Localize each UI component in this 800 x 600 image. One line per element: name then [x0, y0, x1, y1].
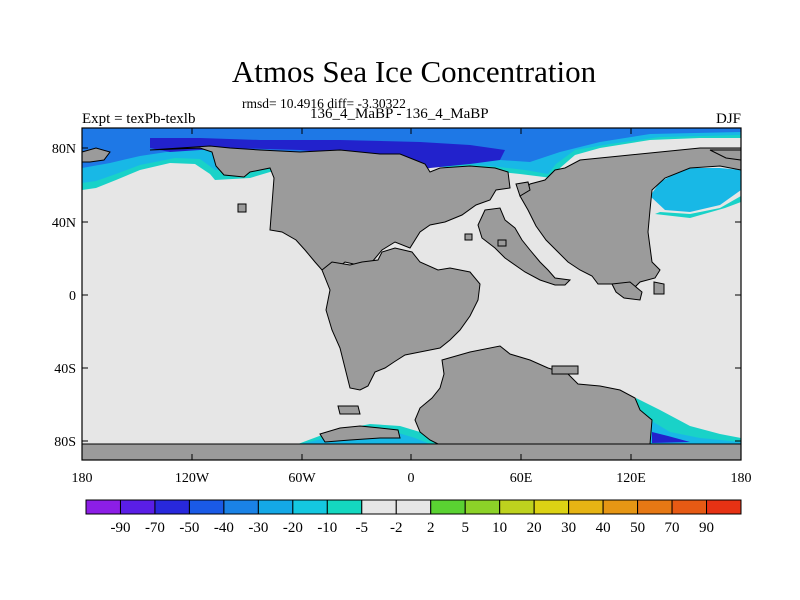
colorbar-swatch — [602, 499, 639, 515]
colorbar-label: -50 — [179, 520, 199, 536]
land-island-north-2 — [464, 233, 473, 241]
land-island-south — [337, 405, 361, 415]
colorbar-label: 30 — [561, 520, 576, 536]
colorbar-label: -20 — [283, 520, 303, 536]
colorbar-swatch — [499, 499, 535, 515]
page-title: Atmos Sea Ice Concentration — [231, 54, 597, 89]
land-east-asia-island — [611, 281, 643, 301]
lat-tick-label: 80N — [52, 142, 76, 157]
lat-tick-label: 80S — [54, 435, 76, 450]
colorbar-label: 2 — [427, 520, 435, 536]
lon-tick-label: 180 — [72, 471, 93, 486]
colorbar-swatch — [119, 499, 156, 515]
colorbar-label: -90 — [110, 520, 130, 536]
colorbar-label: 10 — [492, 520, 507, 536]
land-asia-island-2 — [653, 281, 665, 295]
ice-dark-antarctic-east — [652, 432, 690, 443]
colorbar-swatch — [637, 499, 673, 515]
colorbar-swatch — [706, 499, 742, 515]
lon-tick-label: 120E — [616, 471, 646, 486]
land-south-america — [321, 247, 481, 391]
rmsd-diff-stats: rmsd= 10.4916 diff= -3.30322 — [242, 96, 406, 111]
colorbar-label: -2 — [390, 520, 403, 536]
ice-light-okhotsk — [650, 168, 741, 212]
land-antarctica-india — [414, 345, 653, 445]
season-label: DJF — [715, 111, 741, 127]
map-axes: 80N 40N 0 40S 80S 180 120W 60W 0 60E 120E 180 — [52, 127, 752, 486]
lon-tick-label: 180 — [731, 471, 752, 486]
land-island-north-3 — [497, 239, 507, 247]
colorbar: -90 -70 -50 -40 -30 -20 -10 -5 -2 2 5 10 20 30 40 50 70 9… — [85, 499, 742, 536]
colorbar-label: 70 — [665, 520, 680, 536]
lon-tick-label: 0 — [408, 471, 415, 486]
colorbar-swatch — [85, 499, 121, 515]
colorbar-label: 50 — [630, 520, 645, 536]
colorbar-label: -70 — [145, 520, 165, 536]
colorbar-swatch — [395, 499, 432, 515]
colorbar-swatch — [292, 499, 328, 515]
lon-tick-label: 120W — [175, 471, 210, 486]
colorbar-label: 5 — [461, 520, 469, 536]
experiment-subtitle: 136_4_MaBP - 136_4_MaBP — [310, 106, 489, 122]
land-asia — [519, 147, 742, 291]
colorbar-swatch — [361, 499, 397, 515]
lat-tick-label: 0 — [69, 289, 76, 304]
land-asia-fringe — [515, 181, 531, 197]
colorbar-swatch — [257, 499, 294, 515]
colorbar-swatch — [568, 499, 604, 515]
lat-tick-label: 40N — [52, 216, 76, 231]
lat-tick-label: 40S — [54, 362, 76, 377]
land-african-arabia — [477, 207, 572, 286]
land-greenland — [149, 145, 511, 271]
colorbar-label: -10 — [317, 520, 337, 536]
colorbar-swatch — [464, 499, 501, 515]
colorbar-label: 20 — [527, 520, 542, 536]
lon-tick-label: 60W — [288, 471, 316, 486]
expt-label: Expt = texPb-texlb — [82, 111, 196, 127]
colorbar-label: -40 — [214, 520, 234, 536]
land-island-north — [237, 203, 247, 213]
land-antarctic-peninsula — [319, 425, 401, 443]
ice-edge-okhotsk — [655, 196, 741, 218]
colorbar-label: -5 — [356, 520, 369, 536]
colorbar-swatch — [326, 499, 363, 515]
colorbar-label: -30 — [248, 520, 268, 536]
colorbar-swatch — [154, 499, 190, 515]
colorbar-label: 40 — [596, 520, 611, 536]
colorbar-swatch — [223, 499, 259, 515]
colorbar-swatch — [188, 499, 225, 515]
colorbar-label: 90 — [699, 520, 714, 536]
colorbar-swatch — [671, 499, 708, 515]
land-masses — [81, 145, 742, 461]
lon-tick-label: 60E — [510, 471, 533, 486]
colorbar-swatch — [430, 499, 466, 515]
land-island-south-2 — [551, 365, 579, 375]
colorbar-swatch — [533, 499, 570, 515]
